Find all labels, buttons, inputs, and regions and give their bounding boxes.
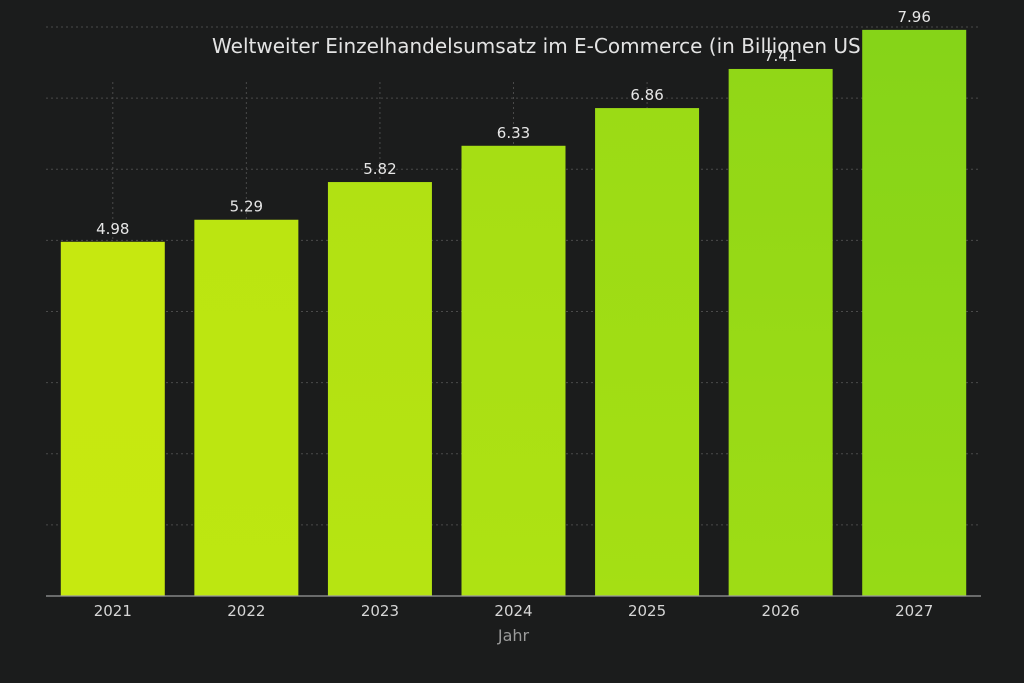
value-label-2022: 5.29 (230, 198, 263, 216)
chart-title: Weltweiter Einzelhandelsumsatz im E-Comm… (212, 34, 884, 58)
x-tick-label-2025: 2025 (628, 602, 666, 620)
bar-2025 (595, 108, 700, 597)
x-tick-label-2021: 2021 (94, 602, 132, 620)
bar-2026 (728, 68, 833, 597)
value-label-2021: 4.98 (96, 220, 129, 238)
bar-2023 (327, 182, 432, 597)
value-label-2023: 5.82 (363, 160, 396, 178)
bar-2021 (60, 241, 165, 597)
value-label-2025: 6.86 (630, 86, 663, 104)
bar-2024 (461, 145, 566, 596)
bar-2022 (194, 219, 299, 596)
value-label-2024: 6.33 (497, 124, 530, 142)
value-label-2027: 7.96 (898, 8, 931, 26)
value-label-2026: 7.41 (764, 47, 797, 65)
bar-2027 (862, 29, 967, 597)
x-tick-label-2027: 2027 (895, 602, 933, 620)
x-tick-label-2024: 2024 (494, 602, 532, 620)
x-tick-label-2022: 2022 (227, 602, 265, 620)
x-tick-label-2023: 2023 (361, 602, 399, 620)
x-tick-label-2026: 2026 (762, 602, 800, 620)
x-axis-title: Jahr (497, 626, 530, 645)
